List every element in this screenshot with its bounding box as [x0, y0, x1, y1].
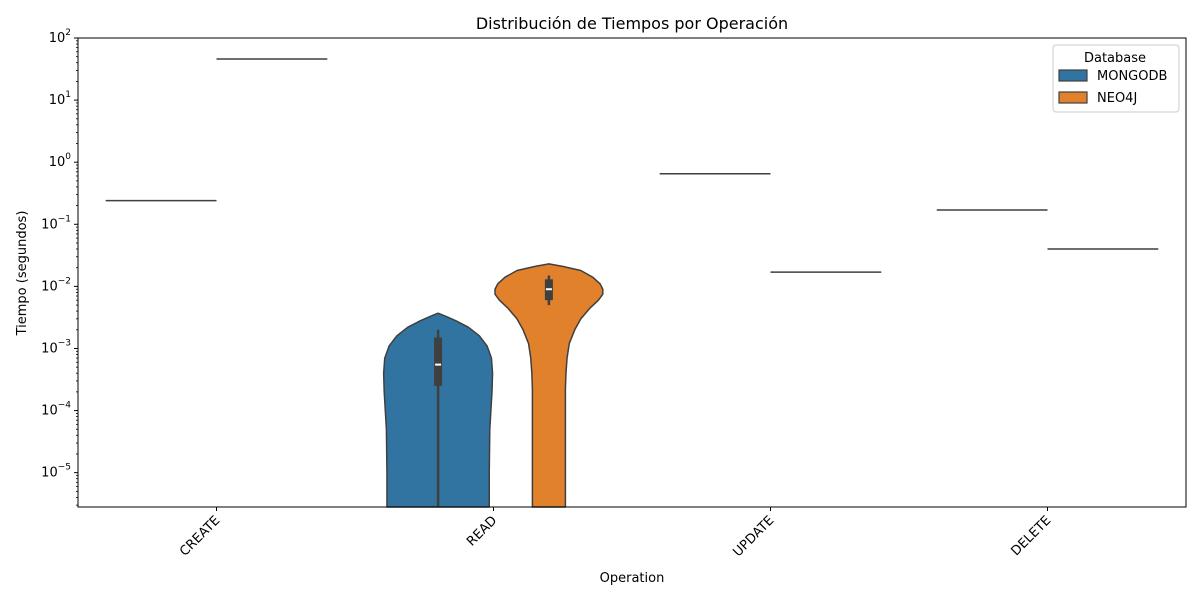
x-tick-label-update: UPDATE	[731, 513, 778, 560]
violin-iqr-box-mongodb-read	[434, 337, 443, 386]
y-tick-label: 10−2	[41, 276, 71, 294]
legend-swatch-mongodb	[1058, 69, 1088, 82]
legend-swatch-neo4j	[1058, 91, 1088, 104]
y-tick-label: 101	[49, 90, 71, 108]
legend-label-neo4j: NEO4J	[1097, 91, 1137, 106]
x-tick-label-delete: DELETE	[1008, 513, 1054, 559]
y-tick-label: 100	[49, 152, 72, 170]
legend-title: Database	[1084, 51, 1146, 66]
legend: Database MONGODB NEO4J	[1052, 44, 1180, 113]
plot-background	[78, 38, 1186, 507]
legend-label-mongodb: MONGODB	[1097, 69, 1167, 84]
x-axis: CREATE READ UPDATE DELETE	[177, 507, 1054, 560]
y-tick-label: 10−5	[41, 463, 71, 481]
chart-marks	[105, 58, 1159, 508]
x-tick-label-create: CREATE	[177, 513, 223, 559]
y-tick-label: 10−3	[41, 338, 71, 356]
y-tick-label: 10−4	[41, 401, 71, 419]
y-tick-label: 10−1	[41, 214, 71, 232]
y-tick-label: 102	[49, 28, 71, 46]
plot-frame	[77, 37, 1187, 508]
x-tick-label-read: READ	[464, 513, 500, 549]
y-axis-label: Tiempo (segundos)	[15, 211, 30, 337]
y-axis: 10−5 10−4 10−3 10−2 10−1 100 101 102	[41, 28, 78, 506]
chart-title: Distribución de Tiempos por Operación	[476, 14, 788, 33]
x-axis-label: Operation	[600, 571, 665, 586]
